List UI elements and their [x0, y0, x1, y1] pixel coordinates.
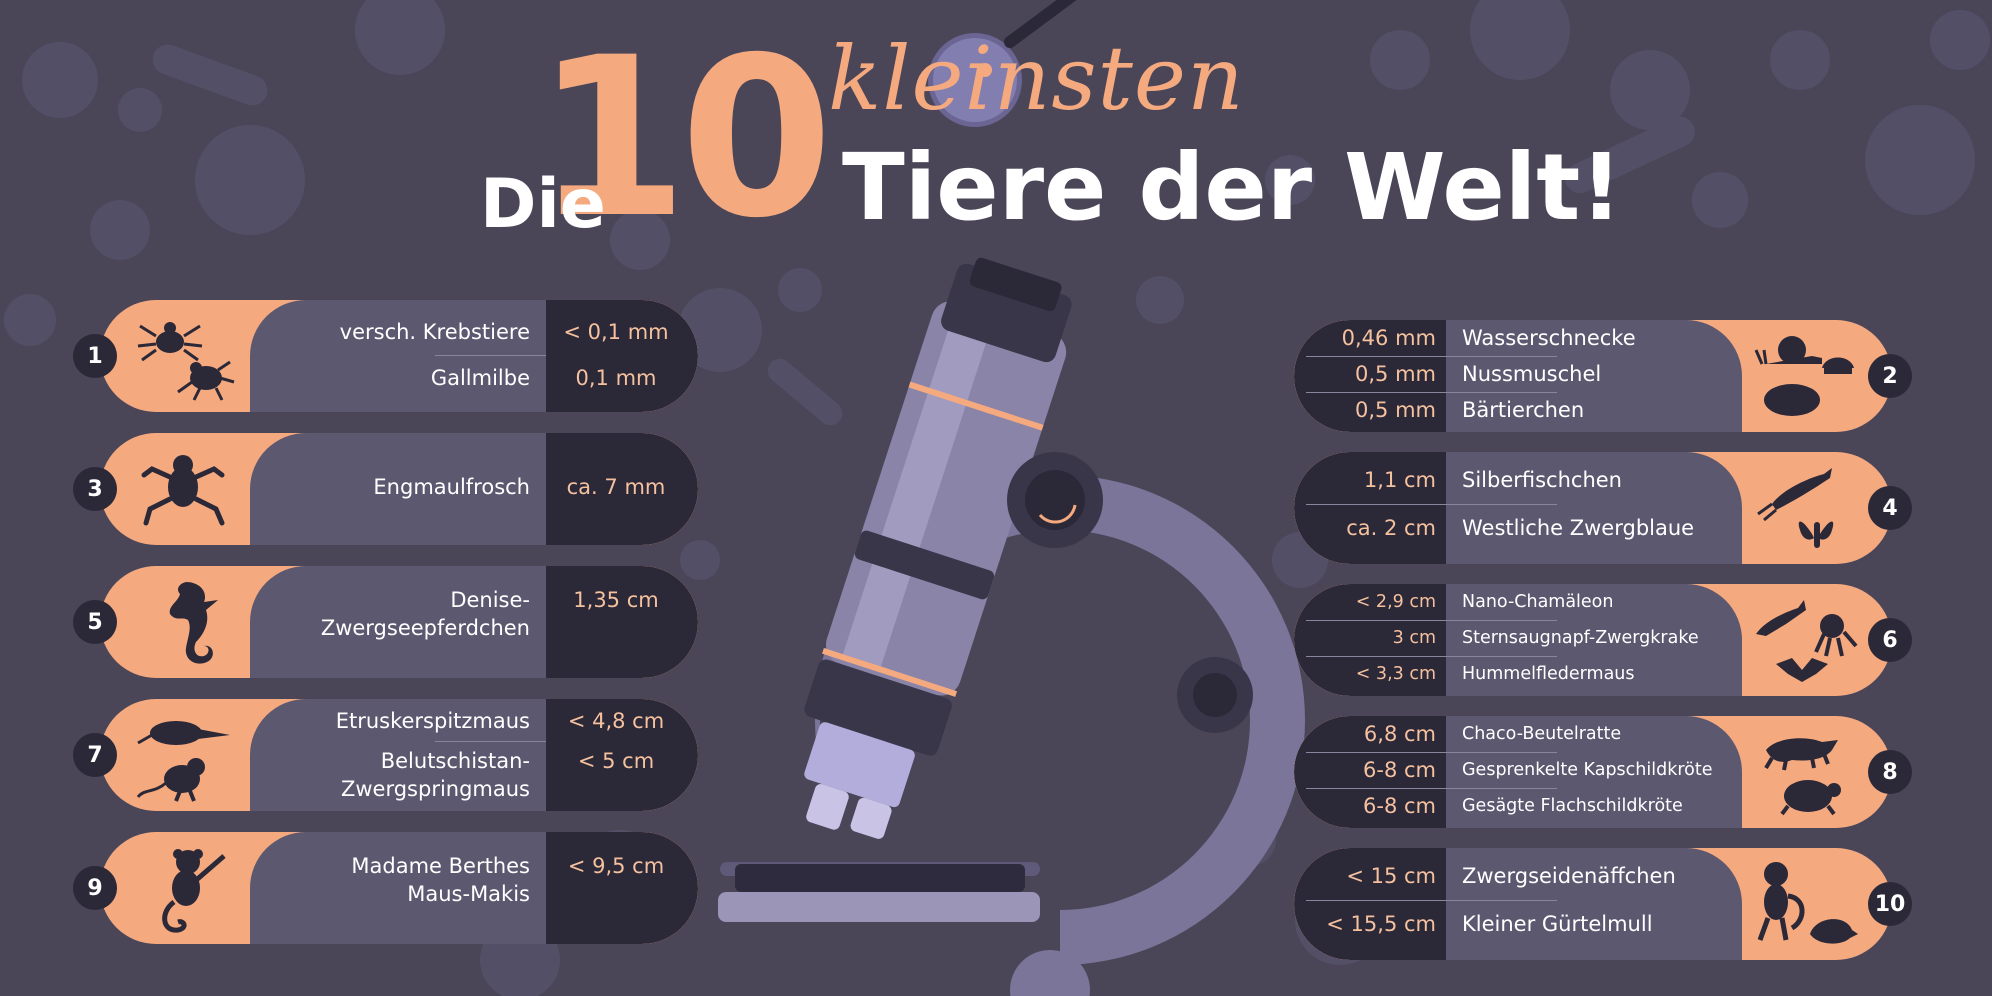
- rank-badge: 3: [73, 467, 117, 511]
- animal-size: ca. 2 cm: [1346, 516, 1436, 540]
- microscope-icon: [718, 257, 1305, 996]
- animal-name: Nussmuschel: [1462, 362, 1602, 386]
- animal-size: < 3,3 cm: [1355, 664, 1436, 684]
- animal-size: 6-8 cm: [1363, 758, 1436, 782]
- animal-name: Etruskerspitzmaus: [335, 709, 530, 733]
- animal-size: 6,8 cm: [1363, 722, 1436, 746]
- rank-badge: 8: [1868, 750, 1912, 794]
- frog-icon: [141, 455, 225, 526]
- animal-size: < 5 cm: [577, 749, 655, 773]
- animal-name: versch. Krebstiere: [339, 320, 530, 344]
- animal-size: 0,5 mm: [1355, 398, 1436, 422]
- seahorse-icon: [169, 582, 218, 664]
- animal-name: Kleiner Gürtelmull: [1462, 912, 1653, 936]
- card-rank-1: versch. Krebstiere < 0,1 mm Gallmilbe 0,…: [100, 300, 698, 412]
- chameleon-icon: [1756, 600, 1858, 682]
- animal-size: 1,1 cm: [1363, 468, 1436, 492]
- animal-size: 1,35 cm: [573, 588, 659, 612]
- animal-size: 0,5 mm: [1355, 362, 1436, 386]
- animal-size: < 0,1 mm: [563, 320, 669, 344]
- title-die: Die: [480, 165, 606, 244]
- card-rank-6: < 2,9 cm Nano-Chamäleon 3 cm Sternsaugna…: [1294, 584, 1892, 696]
- rank-badge: 2: [1868, 354, 1912, 398]
- title-main: Tiere der Welt!: [842, 134, 1623, 241]
- animal-name: Denise-Zwergseepferdchen: [320, 588, 530, 640]
- title-number: 10: [535, 10, 833, 266]
- rank-badge: 7: [73, 733, 117, 777]
- animal-size: 0,1 mm: [575, 366, 657, 390]
- card-rank-8: 6,8 cm Chaco-Beutelratte 6-8 cm Gesprenk…: [1294, 716, 1892, 828]
- rank-badge: 1: [73, 334, 117, 378]
- animal-size: < 9,5 cm: [567, 854, 665, 878]
- animal-size: 6-8 cm: [1363, 794, 1436, 818]
- animal-name: Engmaulfrosch: [373, 475, 530, 499]
- rank-badge: 10: [1868, 882, 1912, 926]
- rank-badge: 5: [73, 600, 117, 644]
- marmoset-icon: [1757, 862, 1858, 944]
- animal-name: Nano-Chamäleon: [1462, 592, 1614, 612]
- magnifier-icon: [922, 0, 1077, 133]
- title-kleinsten: kleinsten: [828, 27, 1245, 130]
- animal-size: < 2,9 cm: [1355, 592, 1436, 612]
- card-rank-4: 1,1 cm Silberfischchen ca. 2 cm Westlich…: [1294, 452, 1892, 564]
- animal-size: < 15,5 cm: [1326, 912, 1436, 936]
- animal-name: Westliche Zwergblaue: [1462, 516, 1695, 540]
- animal-name: Belutschistan-Zwergspringmaus: [340, 749, 530, 801]
- rank-badge: 9: [73, 866, 117, 910]
- animal-name: Gesprenkelte Kapschildkröte: [1462, 760, 1713, 780]
- animal-size: ca. 7 mm: [566, 475, 666, 499]
- animal-name: Wasserschnecke: [1462, 326, 1636, 350]
- shrew-icon: [136, 721, 230, 802]
- lemur-icon: [162, 849, 226, 933]
- animal-name: Madame Berthes Maus-Makis: [351, 854, 530, 906]
- silverfish-icon: [1757, 468, 1834, 548]
- tick-icon: [137, 322, 235, 401]
- card-rank-5: Denise-Zwergseepferdchen 1,35 cm: [100, 566, 698, 678]
- rank-badge: 6: [1868, 618, 1912, 662]
- animal-name: Gesägte Flachschildkröte: [1462, 796, 1683, 816]
- card-rank-9: Madame Berthes Maus-Makis < 9,5 cm: [100, 832, 698, 944]
- opossum-icon: [1764, 738, 1841, 816]
- animal-name: Zwergseidenäffchen: [1462, 864, 1676, 888]
- card-rank-2: 0,46 mm Wasserschnecke 0,5 mm Nussmusche…: [1294, 320, 1892, 432]
- card-rank-7: Etruskerspitzmaus < 4,8 cm Belutschistan…: [100, 699, 698, 811]
- card-rank-3: Engmaulfrosch ca. 7 mm: [100, 433, 698, 545]
- animal-name: Bärtierchen: [1462, 398, 1585, 422]
- card-rank-10: < 15 cm Zwergseidenäffchen < 15,5 cm Kle…: [1294, 848, 1892, 960]
- animal-size: 0,46 mm: [1341, 326, 1436, 350]
- animal-name: Sternsaugnapf-Zwergkrake: [1462, 628, 1699, 648]
- animal-name: Chaco-Beutelratte: [1462, 724, 1622, 744]
- animal-name: Silberfischchen: [1462, 468, 1622, 492]
- animal-name: Hummelfledermaus: [1462, 664, 1635, 684]
- rank-badge: 4: [1868, 486, 1912, 530]
- animal-size: 3 cm: [1392, 628, 1436, 648]
- snail-icon: [1754, 336, 1854, 416]
- animal-name: Gallmilbe: [430, 366, 530, 390]
- animal-size: < 4,8 cm: [567, 709, 665, 733]
- animal-size: < 15 cm: [1346, 864, 1436, 888]
